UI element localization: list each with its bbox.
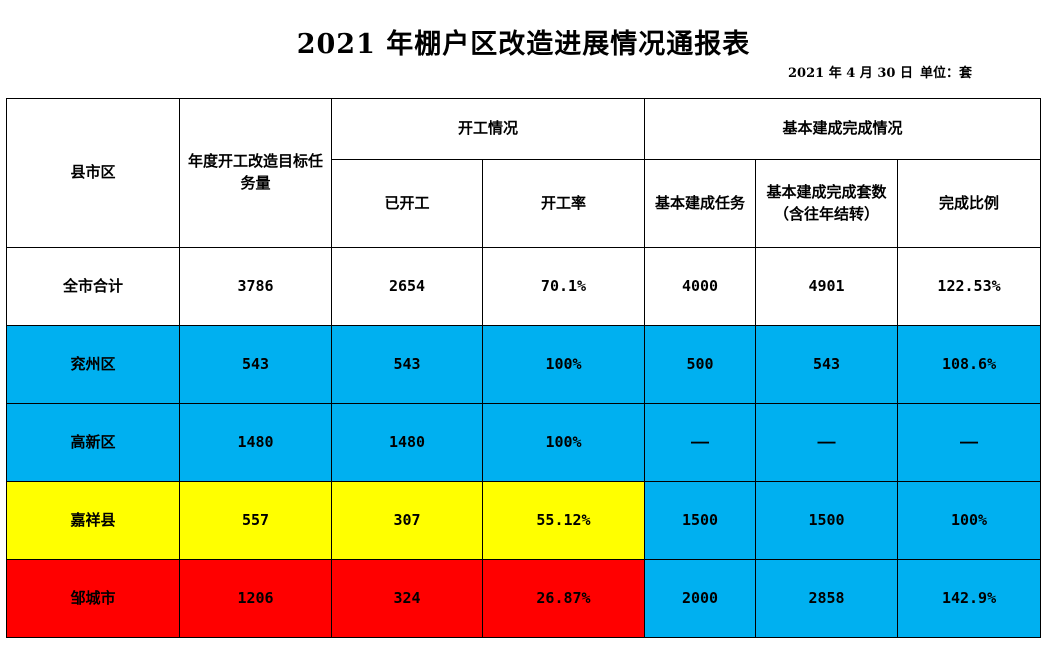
row-completed: 4901: [755, 247, 899, 326]
header-annual-target-text: 年度开工改造目标任务量: [187, 152, 323, 192]
row-completed: 1500: [755, 481, 899, 560]
row-task: 500: [644, 325, 757, 404]
page-title: 2021 年棚户区改造进展情况通报表: [296, 29, 751, 60]
row-started: 1480: [331, 403, 483, 482]
row-rate: 100%: [481, 403, 646, 482]
row-completed: ——: [755, 403, 899, 482]
row-started: 307: [331, 481, 483, 560]
header-row-2: 已开工 开工率 基本建成任务 基本建成完成套数（含往年结转） 完成比例: [7, 159, 1042, 248]
row-task: 1500: [644, 481, 757, 560]
table-row: 全市合计 3786 2654 70.1% 4000 4901 122.53%: [6, 247, 1042, 326]
row-rate: 70.1%: [481, 247, 646, 326]
table-row: 邹城市 1206 324 26.87% 2000 2858 142.9%: [6, 559, 1042, 638]
row-started: 324: [331, 559, 483, 638]
row-target: 1480: [179, 403, 332, 482]
row-rate: 55.12%: [481, 481, 646, 560]
row-ratio: 108.6%: [897, 325, 1042, 404]
row-completed: 543: [755, 325, 899, 404]
header-started: 已开工: [331, 159, 483, 248]
header-completion-group: 基本建成完成情况: [644, 98, 1042, 160]
row-started: 543: [331, 325, 483, 404]
report-date: 2021 年 4 月 30 日: [788, 66, 913, 81]
row-target: 543: [179, 325, 332, 404]
row-ratio: 100%: [897, 481, 1042, 560]
header-completion-ratio: 完成比例: [897, 159, 1042, 248]
header-annual-target: 年度开工改造目标任务量: [179, 98, 332, 248]
row-ratio: ——: [897, 403, 1042, 482]
header-county: 县市区: [6, 98, 180, 248]
row-name: 嘉祥县: [6, 481, 180, 560]
row-rate: 100%: [481, 325, 646, 404]
row-name: 高新区: [6, 403, 180, 482]
row-target: 3786: [179, 247, 332, 326]
unit-label: 单位：套: [920, 66, 973, 81]
row-started: 2654: [331, 247, 483, 326]
progress-table: 县市区 年度开工改造目标任务量 开工情况 基本建成完成情况 已开工 开工率 基本…: [6, 98, 1042, 638]
row-task: 2000: [644, 559, 757, 638]
row-task: ——: [644, 403, 757, 482]
header-completion-task: 基本建成任务: [644, 159, 757, 248]
header-construction-group: 开工情况: [330, 98, 646, 160]
table-row: 高新区 1480 1480 100% —— —— ——: [6, 403, 1042, 482]
row-target: 557: [179, 481, 332, 560]
row-target: 1206: [179, 559, 332, 638]
table-row: 兖州区 543 543 100% 500 543 108.6%: [6, 325, 1042, 404]
row-ratio: 142.9%: [897, 559, 1042, 638]
row-task: 4000: [644, 247, 757, 326]
header-completed-sets: 基本建成完成套数（含往年结转）: [755, 159, 899, 248]
row-completed: 2858: [755, 559, 899, 638]
header-start-rate: 开工率: [481, 159, 646, 248]
row-name: 全市合计: [6, 247, 180, 326]
row-name: 邹城市: [6, 559, 180, 638]
table-row: 嘉祥县 557 307 55.12% 1500 1500 100%: [6, 481, 1042, 560]
row-name: 兖州区: [6, 325, 180, 404]
header-completed-sets-text: 基本建成完成套数（含往年结转）: [766, 182, 887, 223]
header-row-1: 县市区 年度开工改造目标任务量 开工情况 基本建成完成情况: [6, 98, 1042, 248]
row-ratio: 122.53%: [897, 247, 1042, 326]
row-rate: 26.87%: [481, 559, 646, 638]
